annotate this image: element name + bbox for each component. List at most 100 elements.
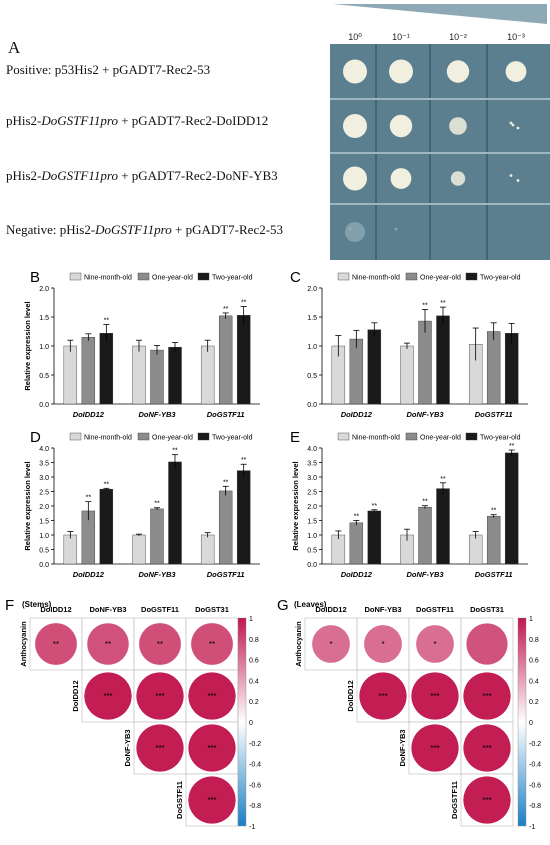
corr-circle-Anthocyanin-DoNF-YB3 [364,625,402,663]
correlation-panel-F: F (Stems)DoIDD12 DoNF-YB3 DoGSTF11 DoGST31An… [5,597,261,831]
colony-1-2 [449,117,467,135]
construct-row-1-part-0: pHis2- [6,113,42,128]
colorbar-tick: -0.8 [249,803,261,810]
bar-chart-label: D [30,429,41,446]
y-tick-label: 1.0 [39,533,49,540]
legend-label-0: Nine-month-old [352,275,400,282]
construct-row-3-part-2: + pGADT7-Rec2-53 [171,222,284,237]
bar-chart-label: B [30,269,40,286]
legend-label-0: Nine-month-old [84,275,132,282]
legend-label-1: One-year-old [152,275,193,282]
bar-DoNF-YB3-1 [150,508,164,565]
y-axis-label: Relative expression level [23,301,32,390]
dilution-label-2: 10⁻² [449,32,467,42]
col-header-DoNF-YB3: DoNF-YB3 [89,605,126,614]
y-tick-label: 4.0 [307,446,317,453]
legend-swatch-1 [137,432,150,441]
panel-title: (Leaves) [294,600,327,609]
bar-DoGSTF11-1 [486,515,501,565]
y-tick-label: 0.5 [307,548,317,555]
bar-DoIDD12-0 [331,534,346,565]
bar-DoNF-YB3-2 [168,346,182,405]
corr-circle-Anthocyanin-DoIDD12 [312,625,350,663]
bar-DoGSTF11-2 [236,470,251,565]
colony-0-1 [389,59,413,84]
y-axis-label: Relative expression level [291,461,300,550]
y-tick-label: 2.0 [307,504,317,511]
y-tick-label: 3.5 [39,461,49,468]
bar-DoGSTF11-0 [200,534,215,565]
bar-DoNF-YB3-2 [436,488,450,565]
y-tick-label: 1.0 [307,533,317,540]
bar-DoIDD12-2 [99,333,114,405]
colorbar-tick: -0.2 [529,741,541,748]
colorbar-tick: -0.2 [249,741,261,748]
category-label-DoNF-YB3: DoNF-YB3 [406,570,444,579]
colony-0-0 [343,59,367,84]
y-tick-label: 1.5 [307,315,317,322]
y-tick-label: 1.0 [307,344,317,351]
bar-chart-label: C [290,269,301,286]
construct-row-1-part-2: + pGADT7-Rec2-DoIDD12 [117,113,269,128]
category-label-DoIDD12: DoIDD12 [73,570,105,579]
bar-DoGSTF11-0 [468,534,483,565]
corr-circle-Anthocyanin-DoGSTF11 [139,623,181,665]
panel-label: F [5,597,14,614]
bar-DoNF-YB3-0 [132,534,146,565]
correlation-panel-G: G (Leaves)DoIDD12 DoNF-YB3 DoGSTF11 DoGST31A… [277,597,541,831]
y-tick-label: 3.5 [307,461,317,468]
significance-mark: ** [104,318,110,325]
col-header-DoNF-YB3: DoNF-YB3 [364,605,401,614]
bar-chart-label: E [290,429,300,446]
y-tick-label: 2.5 [307,490,317,497]
category-label-DoGSTF11: DoGSTF11 [475,570,513,579]
y-tick-label: 1.0 [39,344,49,351]
colorbar-tick: 0.6 [529,658,539,665]
row-header-DoNF-YB3: DoNF-YB3 [123,729,132,766]
legend-label-2: Two-year-old [212,275,253,282]
colorbar-tick: -0.8 [529,803,541,810]
construct-row-2-part-2: + pGADT7-Rec2-DoNF-YB3 [117,168,278,183]
correlation-matrices: F (Stems)DoIDD12 DoNF-YB3 DoGSTF11 DoGST31An… [5,597,541,831]
bar-chart-E: E 0.0 0.5 1.0 1.5 2.0 2.5 3.0 3.5 4.0 Relative exp… [290,429,528,579]
bar-DoIDD12-0 [63,345,78,405]
panel-label: G [277,597,289,614]
colorbar [517,617,527,827]
significance-mark: ** [241,457,247,464]
row-header-DoNF-YB3: DoNF-YB3 [398,729,407,766]
corr-significance: ** [209,640,215,649]
corr-circle-DoIDD12-DoGSTF11 [136,672,184,720]
legend-label-2: Two-year-old [212,435,253,442]
dilution-label-0: 10⁰ [348,32,362,42]
legend-label-1: One-year-old [152,435,193,442]
colorbar-tick: 1 [529,616,533,623]
y-tick-label: 2.5 [39,490,49,497]
y-tick-label: 0.5 [39,548,49,555]
bar-DoGSTF11-1 [218,490,233,565]
col-header-DoIDD12: DoIDD12 [315,605,346,614]
row-header-Anthocyanin: Anthocyanin [19,621,28,667]
legend-label-2: Two-year-old [480,435,521,442]
legend-swatch-0 [69,432,82,441]
colony-3-1-0 [394,227,398,231]
legend-swatch-2 [197,432,210,441]
corr-significance: * [381,640,384,649]
colorbar-tick: 0.4 [529,678,539,685]
colorbar-tick: -0.4 [249,762,261,769]
y-tick-label: 3.0 [39,475,49,482]
category-label-DoGSTF11: DoGSTF11 [475,410,513,419]
colorbar-tick: -1 [529,824,535,831]
dilution-wedge [333,4,547,24]
y-tick-label: 2.0 [39,504,49,511]
colorbar-tick: -1 [249,824,255,831]
y-tick-label: 2.0 [39,286,49,293]
significance-mark: ** [440,300,446,307]
bar-DoIDD12-2 [367,510,382,565]
bar-DoIDD12-1 [81,337,96,405]
corr-significance: ** [53,640,59,649]
y-tick-label: 1.5 [307,519,317,526]
y-tick-label: 0.5 [39,373,49,380]
corr-circle-DoGSTF11-DoGST31 [188,776,236,824]
construct-row-0-part-0: Positive: p53His2 + pGADT7-Rec2-53 [6,62,211,77]
corr-significance: *** [207,692,216,701]
